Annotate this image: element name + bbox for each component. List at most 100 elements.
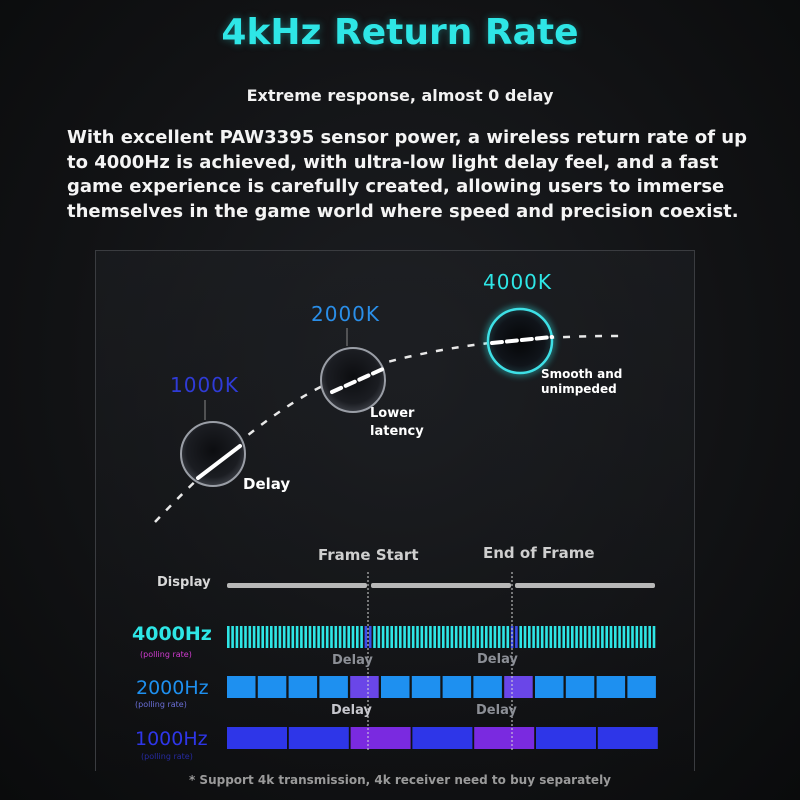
polling-bar-4000hz <box>571 626 574 648</box>
polling-bar-4000hz <box>291 626 295 648</box>
polling-bar-4000hz <box>227 626 230 648</box>
display-label: Display <box>157 575 211 590</box>
polling-bar-4000hz <box>278 626 282 648</box>
polling-bar-2000hz <box>288 676 318 698</box>
polling-bar-4000hz <box>626 626 630 648</box>
polling-bar-4000hz <box>609 626 613 648</box>
polling-bar-4000hz <box>601 626 604 648</box>
polling-bar-2000hz <box>535 676 564 698</box>
polling-bar-4000hz <box>644 626 647 648</box>
polling-bar-4000hz <box>618 626 621 648</box>
polling-bar-4000hz <box>364 626 368 648</box>
polling-bar-4000hz <box>437 626 441 648</box>
row-sub-1000hz: (polling rate) <box>141 752 193 761</box>
polling-bar-2000hz <box>504 676 533 698</box>
polling-bar-4000hz <box>394 626 398 648</box>
delay-label-2000-b: Delay <box>476 703 517 718</box>
polling-bar-4000hz <box>540 626 544 648</box>
note-lower-latency: Lower latency <box>370 405 424 441</box>
row-label-2000hz: 2000Hz <box>136 677 209 699</box>
polling-bar-4000hz <box>523 626 527 648</box>
polling-bar-4000hz <box>231 626 234 648</box>
polling-bar-4000hz <box>287 626 290 648</box>
polling-bar-4000hz <box>450 626 454 648</box>
polling-bar-2000hz <box>596 676 626 698</box>
polling-bar-4000hz <box>454 626 458 648</box>
polling-bar-4000hz <box>515 626 518 648</box>
polling-bar-2000hz <box>227 676 256 698</box>
polling-bar-4000hz <box>506 626 510 648</box>
polling-bar-2000hz <box>565 676 595 698</box>
polling-bar-4000hz <box>588 626 591 648</box>
polling-bar-4000hz <box>351 626 355 648</box>
polling-bar-4000hz <box>239 626 243 648</box>
polling-bar-2000hz <box>442 676 472 698</box>
polling-bar-4000hz <box>476 626 479 648</box>
polling-bar-4000hz <box>235 626 239 648</box>
polling-bar-4000hz <box>265 626 269 648</box>
polling-bar-4000hz <box>334 626 338 648</box>
polling-bar-4000hz <box>566 626 570 648</box>
polling-bar-4000hz <box>579 626 583 648</box>
polling-bar-4000hz <box>493 626 497 648</box>
delay-label-4000-a: Delay <box>332 653 373 668</box>
note-delay: Delay <box>243 475 291 493</box>
polling-bar-4000hz <box>553 626 557 648</box>
polling-bar-4000hz <box>562 626 565 648</box>
polling-bar-4000hz <box>545 626 548 648</box>
polling-bar-4000hz <box>386 626 389 648</box>
polling-bar-4000hz <box>313 626 316 648</box>
polling-bar-4000hz <box>467 626 471 648</box>
polling-bar-4000hz <box>420 626 424 648</box>
polling-bar-4000hz <box>639 626 643 648</box>
polling-bar-4000hz <box>472 626 475 648</box>
polling-bar-4000hz <box>390 626 393 648</box>
polling-bar-4000hz <box>244 626 247 648</box>
note-line: Smooth and <box>541 367 623 381</box>
polling-bar-4000hz <box>558 626 561 648</box>
polling-bar-4000hz <box>622 626 626 648</box>
polling-bar-4000hz <box>360 626 363 648</box>
note-smooth: Smooth and unimpeded <box>541 367 622 397</box>
polling-bar-4000hz <box>652 626 656 648</box>
polling-bar-4000hz <box>485 626 488 648</box>
polling-bar-4000hz <box>399 626 402 648</box>
polling-bar-4000hz <box>368 626 372 648</box>
polling-bar-4000hz <box>347 626 350 648</box>
polling-bar-4000hz <box>605 626 608 648</box>
polling-bar-1000hz <box>536 727 596 749</box>
row-label-1000hz: 1000Hz <box>135 728 208 750</box>
note-line: unimpeded <box>541 382 617 396</box>
polling-bar-4000hz <box>497 626 501 648</box>
bubble-2000k <box>320 347 386 413</box>
polling-bar-1000hz <box>350 727 411 749</box>
polling-bar-4000hz <box>377 626 381 648</box>
label-2000k: 2000K <box>311 302 381 326</box>
label-1000k: 1000K <box>170 373 240 397</box>
polling-bar-2000hz <box>411 676 441 698</box>
polling-bar-4000hz <box>519 626 522 648</box>
polling-bar-1000hz <box>227 727 287 749</box>
polling-bar-4000hz <box>252 626 256 648</box>
polling-bar-4000hz <box>631 626 634 648</box>
note-line: latency <box>370 424 424 439</box>
frame-start-label: Frame Start <box>318 546 419 564</box>
polling-bar-4000hz <box>442 626 445 648</box>
polling-bar-2000hz <box>350 676 379 698</box>
page-title: 4kHz Return Rate <box>221 12 579 53</box>
polling-bar-1000hz <box>597 727 658 749</box>
polling-bar-4000hz <box>614 626 617 648</box>
polling-bar-4000hz <box>480 626 484 648</box>
polling-bar-4000hz <box>295 626 299 648</box>
polling-bar-4000hz <box>596 626 600 648</box>
polling-bar-2000hz <box>627 676 656 698</box>
polling-bar-4000hz <box>433 626 436 648</box>
row-label-4000hz: 4000Hz <box>132 623 212 645</box>
polling-bar-4000hz <box>274 626 277 648</box>
polling-bar-4000hz <box>343 626 346 648</box>
polling-bar-2000hz <box>381 676 410 698</box>
delay-label-2000-a: Delay <box>331 703 372 718</box>
bubble-4000k <box>486 307 554 375</box>
polling-bar-4000hz <box>424 626 428 648</box>
